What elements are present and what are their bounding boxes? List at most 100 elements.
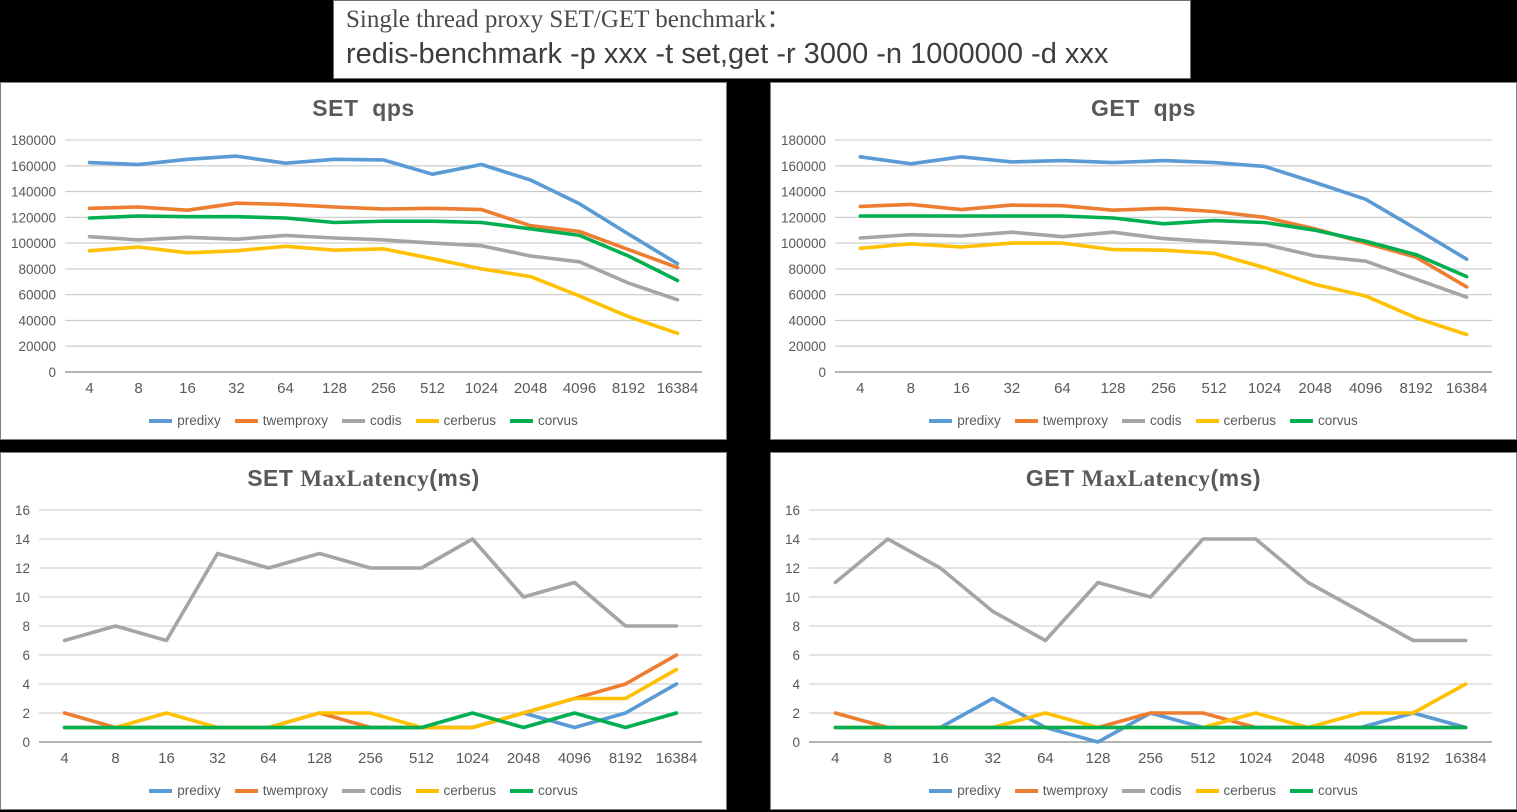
set-lat-x-tick-label: 4 <box>60 750 68 767</box>
codis-legend-label: codis <box>369 783 402 798</box>
set-lat-line-predixy <box>62 682 679 730</box>
set-lat-y-tick-label: 8 <box>22 619 30 634</box>
get-lat-y-tick-label: 8 <box>792 619 800 634</box>
get-lat-y-tick-label: 10 <box>785 590 800 605</box>
get-lat-x-tick-label: 16384 <box>1445 750 1487 767</box>
get-lat-legend-item-codis: codis <box>1121 783 1182 798</box>
set-lat-legend-item-cerberus: cerberus <box>415 783 496 798</box>
set-lat-legend-item-twemproxy: twemproxy <box>234 783 328 798</box>
set-maxlatency-plot-area: 0 2 4 6 8 10 12 14 16 4 8 16 32 64 128 256 512 1024 2048 40… <box>15 503 702 767</box>
set-qps-x-tick-label: 256 <box>371 380 396 397</box>
set-lat-line-cerberus <box>62 667 679 730</box>
get-lat-line-cerberus <box>833 682 1468 730</box>
get-lat-x-tick-label: 512 <box>1191 750 1216 767</box>
get-qps-y-tick-label: 140000 <box>781 185 826 200</box>
predixy-legend-swatch-icon <box>149 418 173 423</box>
corvus-legend-label: corvus <box>1318 783 1358 798</box>
get-lat-y-tick-label: 12 <box>785 561 800 576</box>
get-lat-x-tick-label: 4 <box>831 750 839 767</box>
get-lat-y-tick-label: 6 <box>792 648 800 663</box>
set-qps-title-part: SET qps <box>312 95 415 121</box>
get-lat-x-tick-label: 8 <box>884 750 892 767</box>
set-qps-x-tick-label: 8192 <box>612 380 645 397</box>
set-lat-x-tick-label: 64 <box>260 750 277 767</box>
set-lat-line-corvus <box>62 711 679 730</box>
get-lat-y-tick-label: 2 <box>792 706 800 721</box>
get-qps-legend-item-twemproxy: twemproxy <box>1014 413 1108 428</box>
set-qps-y-tick-label: 80000 <box>18 262 56 277</box>
corvus-legend-swatch-icon <box>510 418 534 423</box>
set-qps-x-tick-label: 2048 <box>514 380 547 397</box>
cerberus-legend-swatch-icon <box>415 788 439 793</box>
codis-legend-label: codis <box>369 413 402 428</box>
get-qps-line-codis <box>858 230 1469 299</box>
get-qps-title-part: GET qps <box>1091 95 1196 121</box>
get-lat-legend-item-predixy: predixy <box>929 783 1001 798</box>
get-lat-y-tick-label: 0 <box>792 735 800 750</box>
get-qps-x-tick-label: 64 <box>1054 380 1071 397</box>
set-qps-plot-area: 0 20000 40000 60000 80000 100000 120000 140000 1… <box>11 133 702 397</box>
set-qps-chart-title: SET qps <box>1 95 726 122</box>
set-qps-y-tick-label: 60000 <box>18 288 56 303</box>
get-qps-y-tick-label: 40000 <box>788 313 826 328</box>
twemproxy-legend-swatch-icon <box>1014 418 1038 423</box>
get-lat-legend-item-twemproxy: twemproxy <box>1014 783 1108 798</box>
benchmark-title-line1: Single thread proxy SET/GET benchmark： <box>346 6 792 33</box>
cerberus-legend-label: cerberus <box>443 413 497 428</box>
get-qps-y-tick-label: 60000 <box>788 288 826 303</box>
get-qps-y-tick-label: 20000 <box>788 339 826 354</box>
get-qps-x-tick-label: 16 <box>953 380 970 397</box>
set-qps-line-predixy <box>87 154 680 266</box>
get-maxlatency-chart-panel: GET MaxLatency(ms) 0 2 4 6 8 10 12 14 16 4 8 16 32 64… <box>770 452 1517 810</box>
get-qps-x-tick-label: 128 <box>1100 380 1125 397</box>
corvus-legend-swatch-icon <box>1290 418 1314 423</box>
get-qps-legend-item-codis: codis <box>1121 413 1182 428</box>
set-qps-legend: predixy twemproxy codis cerberus corvus <box>1 413 726 428</box>
set-qps-x-tick-label: 16384 <box>657 380 699 397</box>
set-lat-y-tick-label: 10 <box>15 590 30 605</box>
get-qps-legend-item-corvus: corvus <box>1290 413 1358 428</box>
twemproxy-legend-label: twemproxy <box>262 783 328 798</box>
get-lat-x-tick-label: 128 <box>1085 750 1110 767</box>
get-lat-x-tick-label: 2048 <box>1291 750 1324 767</box>
set-lat-title-part: SET <box>247 465 301 491</box>
get-lat-y-tick-label: 14 <box>785 532 801 547</box>
get-qps-x-tick-label: 32 <box>1004 380 1021 397</box>
set-lat-y-tick-label: 12 <box>15 561 30 576</box>
get-lat-x-tick-label: 256 <box>1138 750 1163 767</box>
get-lat-y-tick-label: 16 <box>785 503 800 518</box>
set-lat-y-tick-label: 0 <box>22 735 30 750</box>
set-lat-x-tick-label: 16 <box>158 750 175 767</box>
corvus-legend-swatch-icon <box>1290 788 1314 793</box>
set-qps-x-tick-label: 4096 <box>563 380 596 397</box>
get-qps-x-tick-label: 8 <box>907 380 915 397</box>
set-qps-legend-item-predixy: predixy <box>149 413 221 428</box>
set-lat-legend-item-codis: codis <box>341 783 402 798</box>
set-maxlatency-chart-panel: SET MaxLatency(ms) 0 2 4 6 8 10 12 14 16 4 8 16 32 64… <box>0 452 727 810</box>
cerberus-legend-swatch-icon <box>1195 788 1219 793</box>
set-lat-x-tick-label: 2048 <box>507 750 540 767</box>
set-qps-x-tick-label: 512 <box>420 380 445 397</box>
get-lat-title-part: MaxLatency <box>1081 466 1211 491</box>
set-qps-x-tick-label: 16 <box>179 380 196 397</box>
get-lat-legend-item-cerberus: cerberus <box>1195 783 1276 798</box>
set-qps-y-tick-label: 0 <box>48 365 56 380</box>
get-maxlatency-plot-area: 0 2 4 6 8 10 12 14 16 4 8 16 32 64 128 256 512 1024 2048 40… <box>785 503 1492 767</box>
codis-legend-swatch-icon <box>1121 418 1145 423</box>
set-lat-y-tick-label: 16 <box>15 503 30 518</box>
get-qps-line-twemproxy <box>858 202 1469 289</box>
corvus-legend-label: corvus <box>1318 413 1358 428</box>
get-qps-plot-area: 0 20000 40000 60000 80000 100000 120000 140000 1… <box>781 133 1492 397</box>
codis-legend-label: codis <box>1149 783 1182 798</box>
get-qps-x-tick-label: 16384 <box>1446 380 1488 397</box>
corvus-legend-swatch-icon <box>510 788 534 793</box>
set-lat-legend-item-predixy: predixy <box>149 783 221 798</box>
predixy-legend-label: predixy <box>957 783 1001 798</box>
get-qps-y-tick-label: 180000 <box>781 133 826 148</box>
set-lat-x-tick-label: 256 <box>358 750 383 767</box>
set-lat-x-tick-label: 32 <box>209 750 226 767</box>
set-qps-y-tick-label: 120000 <box>11 210 56 225</box>
twemproxy-legend-swatch-icon <box>1014 788 1038 793</box>
get-qps-line-predixy <box>858 155 1469 261</box>
set-qps-legend-item-cerberus: cerberus <box>415 413 497 428</box>
